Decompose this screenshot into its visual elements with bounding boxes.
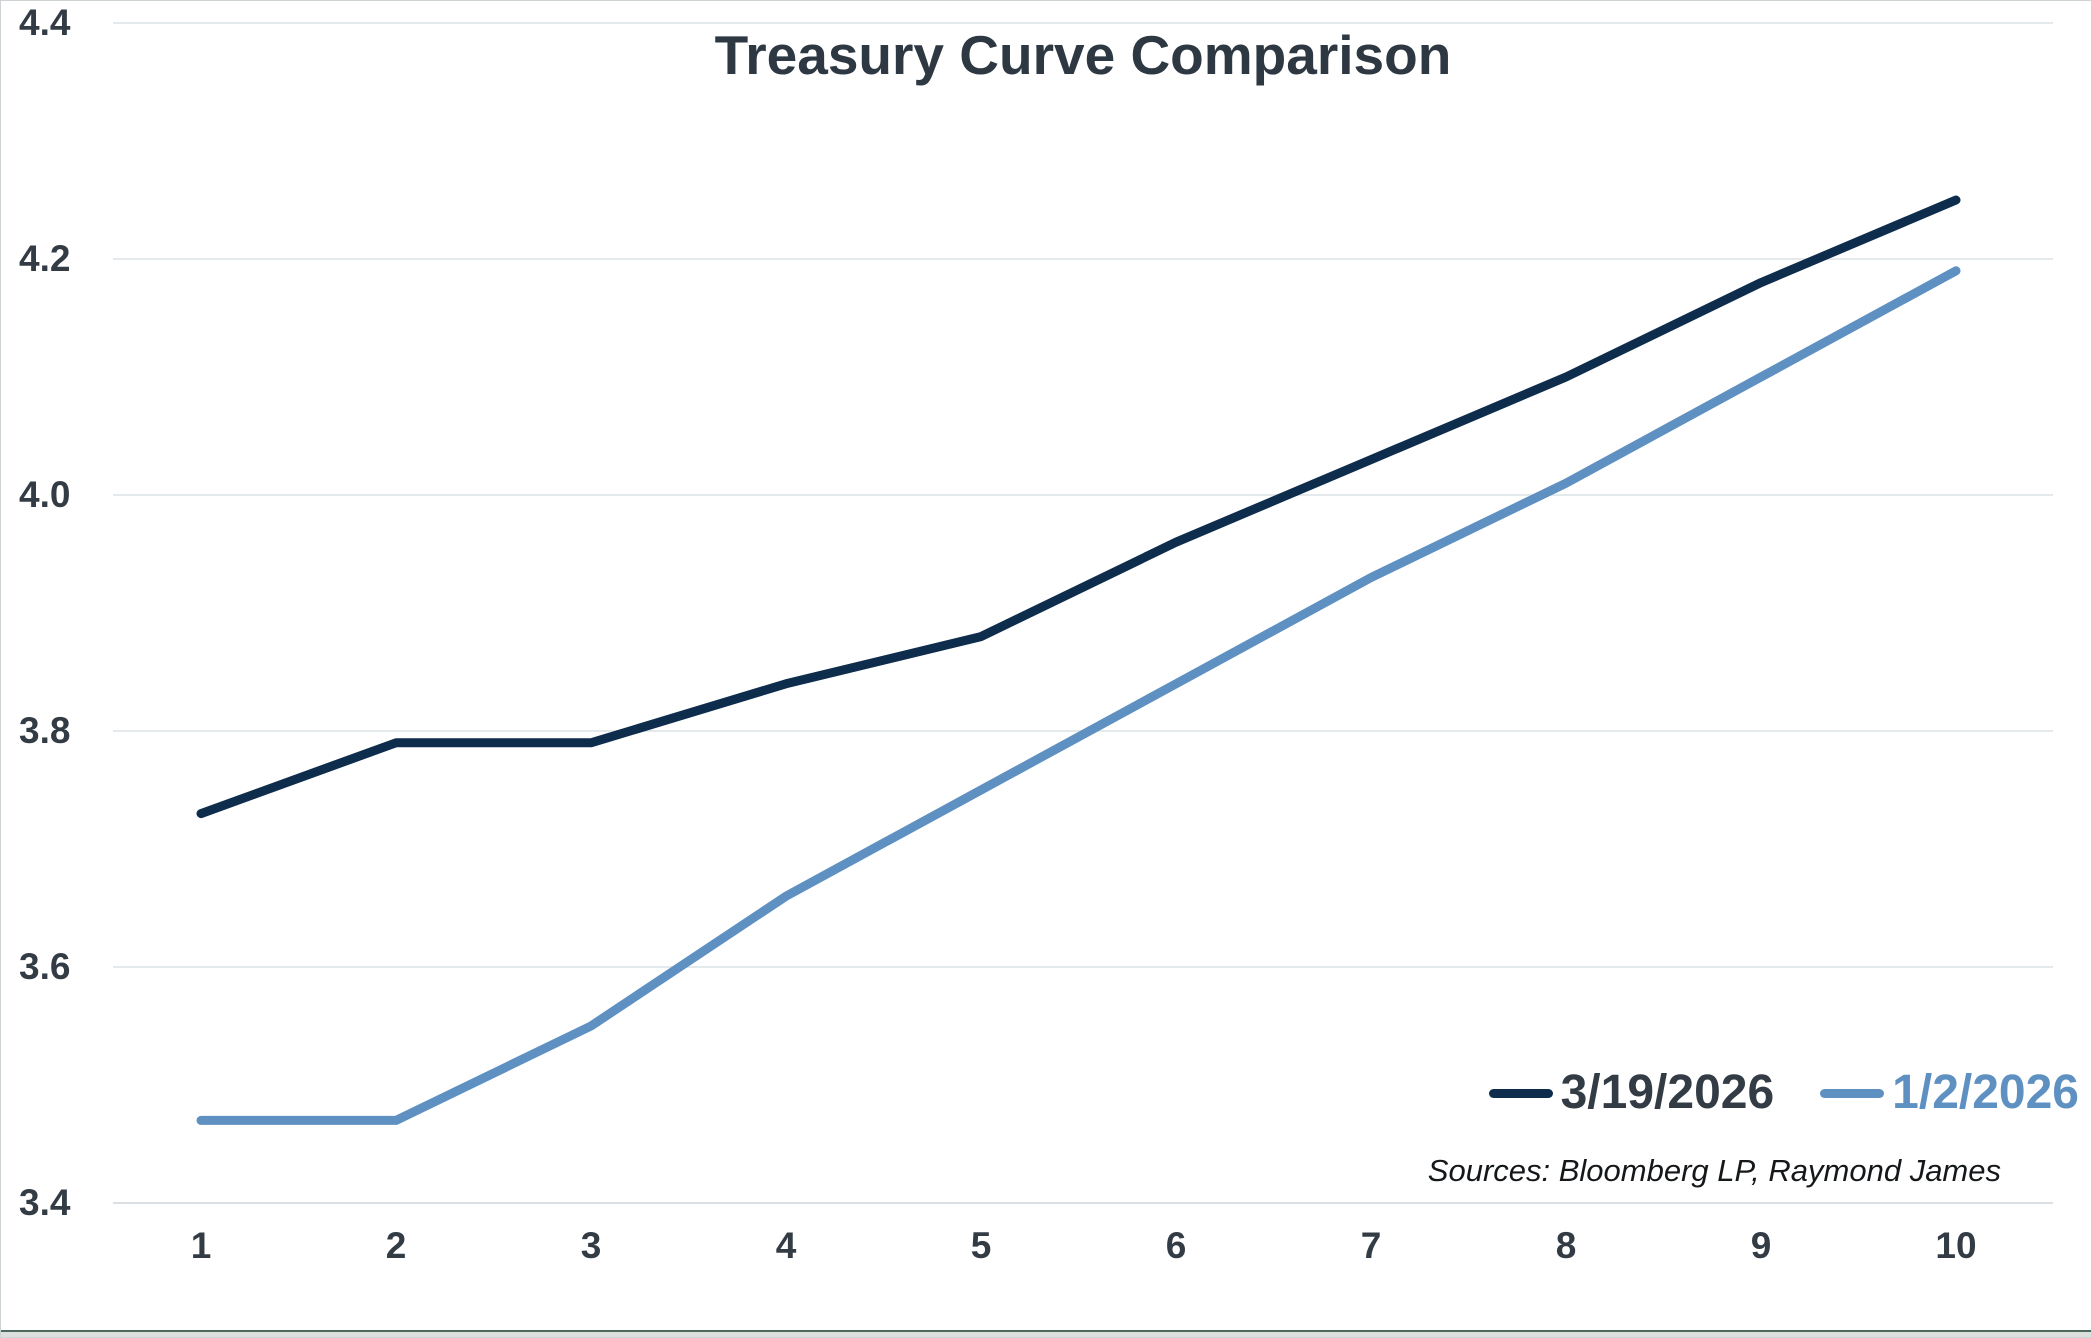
legend-swatch-3-19-2026: [1488, 1088, 1553, 1098]
x-tick-label-1: 1: [190, 1225, 212, 1266]
chart-title: Treasury Curve Comparison: [714, 24, 1452, 86]
x-tick-label-4: 4: [775, 1225, 797, 1266]
series-line-3-19-2026: [196, 195, 1961, 819]
y-tick-label-3.6: 3.6: [19, 946, 71, 987]
y-tick-label-4.0: 4.0: [19, 474, 71, 515]
x-tick-label-9: 9: [1750, 1225, 1772, 1266]
x-tick-label-2: 2: [385, 1225, 407, 1266]
legend-label-1-2-2026: 1/2/2026: [1892, 1066, 2079, 1119]
x-tick-label-10: 10: [1935, 1225, 1977, 1266]
legend: 3/19/2026 1/2/2026: [1488, 1066, 2079, 1119]
legend-swatch-1-2-2026: [1820, 1088, 1885, 1098]
y-tick-label-4.4: 4.4: [19, 2, 71, 43]
series-line-1-2-2026: [196, 266, 1961, 1125]
x-tick-label-5: 5: [970, 1225, 992, 1266]
legend-label-3-19-2026: 3/19/2026: [1560, 1066, 1775, 1119]
x-tick-label-7: 7: [1360, 1225, 1382, 1266]
x-tick-label-6: 6: [1165, 1225, 1187, 1266]
bottom-edge-strip: [1, 1330, 2091, 1337]
source-note: Sources: Bloomberg LP, Raymond James: [1427, 1153, 2001, 1188]
y-tick-label-4.2: 4.2: [19, 238, 71, 279]
y-tick-label-3.4: 3.4: [19, 1182, 71, 1223]
x-tick-label-3: 3: [580, 1225, 602, 1266]
y-tick-label-3.8: 3.8: [19, 710, 71, 751]
x-tick-label-8: 8: [1555, 1225, 1577, 1266]
